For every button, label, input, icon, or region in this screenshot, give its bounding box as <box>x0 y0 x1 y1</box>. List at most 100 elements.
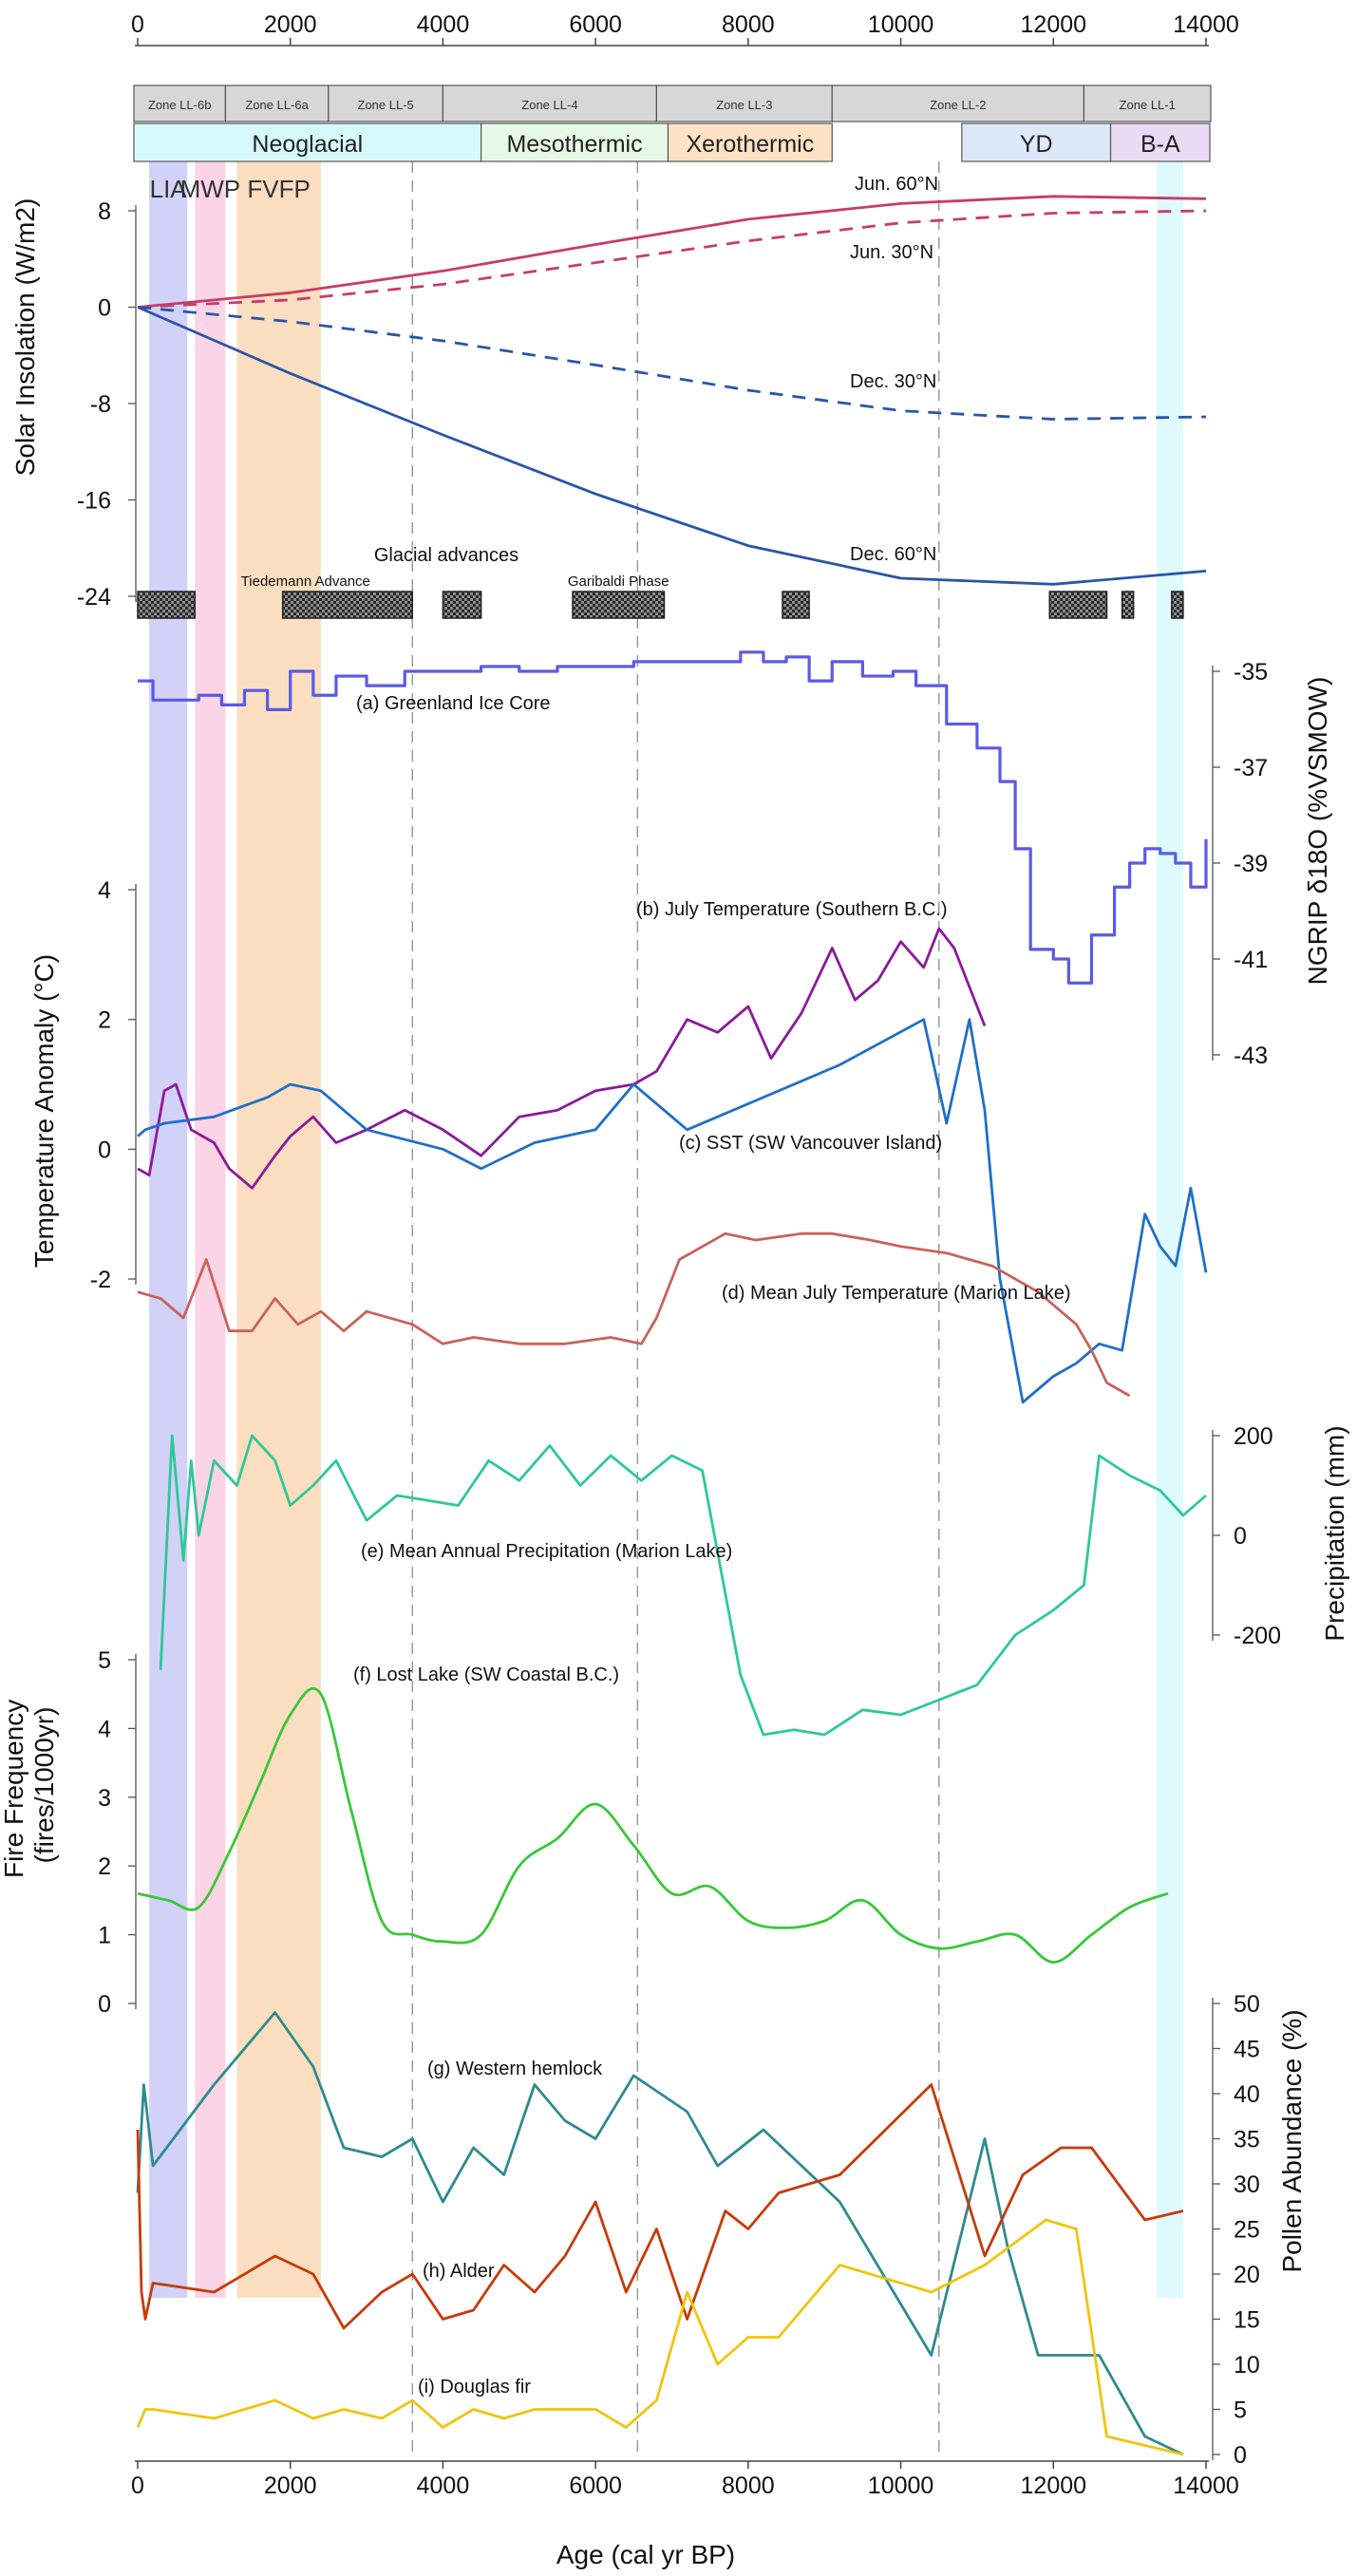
series-b-july-temperature-southern-b-c <box>137 927 987 1190</box>
x-top-tick-label-14000: 14000 <box>1173 11 1239 38</box>
zone-label-zone-ll-4: Zone LL-4 <box>521 98 577 112</box>
label-dec-30n: Dec. 30°N <box>850 371 936 392</box>
period-label-yd: YD <box>1020 131 1053 158</box>
y-tick-label-pollen-abundance-30: 30 <box>1234 2172 1260 2198</box>
pollen-zone-strip: Zone LL-6b Zone LL-6a Zone LL-5 Zone LL-4 Zo… <box>133 85 1212 122</box>
series-i-douglas-fir <box>136 2218 1184 2456</box>
zone-label-zone-ll-2: Zone LL-2 <box>930 98 986 112</box>
period-b-a <box>1109 122 1211 162</box>
y-tick-label-temperature-anomaly-2: -2 <box>90 1267 111 1293</box>
y-tick-label-f-lost-lake-sw-coastal-b-c-2: 2 <box>98 1853 111 1880</box>
zone-label-zone-ll-1: Zone LL-1 <box>1120 98 1176 112</box>
y-tick-label-pollen-abundance-45: 45 <box>1234 2037 1260 2063</box>
x-top-tick-label-12000: 12000 <box>1021 11 1087 38</box>
y-tick-label-pollen-abundance-50: 50 <box>1234 1991 1260 2018</box>
band-label-lia: LIA <box>150 175 188 203</box>
y-tick-label-temperature-anomaly-2: 2 <box>98 1007 111 1034</box>
zone-label-zone-ll-6a: Zone LL-6a <box>245 98 309 112</box>
y-tick-label-solar-insolation-8: -8 <box>90 391 111 418</box>
climate-period-strip: Neoglacial Mesothermic Xerothermic YD B-A <box>133 122 1211 162</box>
glacial-block-4 <box>782 591 810 619</box>
y-tick-label-pollen-abundance-10: 10 <box>1234 2352 1260 2379</box>
y-tick-label-a-greenland-ice-core-39: -39 <box>1234 851 1268 877</box>
label-lost-lake: (f) Lost Lake (SW Coastal B.C.) <box>353 1664 619 1685</box>
x-bottom-tick-label-8000: 8000 <box>722 2473 775 2499</box>
shaded-bands <box>149 161 1183 2298</box>
y-tick-label-pollen-abundance-15: 15 <box>1234 2307 1260 2334</box>
x-bottom-tick-label-6000: 6000 <box>569 2473 622 2499</box>
glacial-block-5 <box>1048 591 1108 619</box>
ylabel-precipitation: Precipitation (mm) <box>1320 1425 1349 1641</box>
y-tick-label-solar-insolation-8: 8 <box>98 198 111 225</box>
period-xerothermic <box>667 122 833 162</box>
ylabel-ngrip: NGRIP δ18O (%VSMOW) <box>1303 677 1332 986</box>
period-mesothermic <box>481 122 669 162</box>
x-bottom-tick-label-14000: 14000 <box>1173 2473 1239 2499</box>
band-lia <box>149 161 188 2298</box>
glacial-block-6 <box>1121 591 1135 619</box>
data-series <box>136 195 1208 2456</box>
series-dec-60-n <box>137 306 1207 586</box>
period-label-neoglacial: Neoglacial <box>252 131 363 158</box>
label-dec-60n: Dec. 60°N <box>850 544 936 565</box>
band-fvfp <box>236 161 321 2298</box>
period-yd <box>961 122 1112 162</box>
y-tick-label-temperature-anomaly-0: 0 <box>98 1137 111 1163</box>
series-jun-60-n <box>137 195 1207 309</box>
axis-titles: Solar Insolation (W/m2) NGRIP δ18O (%VSM… <box>0 198 1349 2569</box>
series-g-western-hemlock <box>136 2011 1184 2456</box>
y-tick-label-f-lost-lake-sw-coastal-b-c-1: 1 <box>98 1923 111 1949</box>
x-bottom-tick-label-12000: 12000 <box>1021 2473 1087 2499</box>
y-tick-label-a-greenland-ice-core-35: -35 <box>1234 659 1268 686</box>
x-top-tick-label-4000: 4000 <box>417 11 470 38</box>
zone-label-zone-ll-3: Zone LL-3 <box>716 98 772 112</box>
x-bottom-tick-label-0: 0 <box>131 2473 144 2499</box>
glacial-block-3 <box>572 591 666 619</box>
label-jun-60n: Jun. 60°N <box>855 174 938 195</box>
y-tick-label-e-mean-annual-precipitation-marion-lake-200: 200 <box>1234 1423 1273 1450</box>
series-a-greenland-ice-core <box>138 650 1208 985</box>
ylabel-solar-insolation: Solar Insolation (W/m2) <box>10 198 40 477</box>
label-jun-30n: Jun. 30°N <box>850 242 933 263</box>
glacial-advances-row: Glacial advances Tiedemann Advance Gariba… <box>137 545 1184 619</box>
glacial-block-2 <box>442 591 482 619</box>
y-tick-label-temperature-anomaly-4: 4 <box>98 877 111 904</box>
y-tick-label-pollen-abundance-5: 5 <box>1234 2397 1247 2424</box>
label-sst: (c) SST (SW Vancouver Island) <box>679 1133 942 1154</box>
y-tick-label-pollen-abundance-25: 25 <box>1234 2217 1260 2244</box>
glacial-label-garibaldi-phase: Garibaldi Phase <box>568 573 669 590</box>
zone-zone-ll-5 <box>328 85 444 122</box>
y-tick-label-f-lost-lake-sw-coastal-b-c-5: 5 <box>98 1647 111 1674</box>
label-western-hemlock: (g) Western hemlock <box>427 2059 603 2079</box>
dashed-gridlines <box>411 161 940 2459</box>
zone-zone-ll-2 <box>831 85 1085 122</box>
ylabel-fire-frequency: Fire Frequency (fires/1000yr) <box>0 1692 59 1878</box>
y-tick-label-f-lost-lake-sw-coastal-b-c-4: 4 <box>98 1716 111 1742</box>
glacial-label-tiedemann-advance: Tiedemann Advance <box>241 573 370 590</box>
label-mean-annual-precipitation: (e) Mean Annual Precipitation (Marion La… <box>361 1541 732 1562</box>
y-tick-label-e-mean-annual-precipitation-marion-lake-0: 0 <box>1234 1523 1247 1550</box>
label-july-temperature: (b) July Temperature (Southern B.C.) <box>636 899 948 920</box>
x-bottom-tick-label-2000: 2000 <box>264 2473 317 2499</box>
label-greenland-ice-core: (a) Greenland Ice Core <box>356 693 551 714</box>
ylabel-fire-frequency-line1: Fire Frequency <box>0 1700 28 1878</box>
glacial-block-0 <box>137 591 197 619</box>
label-mean-july-temperature: (d) Mean July Temperature (Marion Lake) <box>722 1283 1071 1304</box>
series-labels: Jun. 60°N Jun. 30°N Dec. 30°N Dec. 60°N … <box>353 174 1071 2397</box>
x-bottom-tick-label-10000: 10000 <box>868 2473 934 2499</box>
period-label-xerothermic: Xerothermic <box>686 131 814 158</box>
zone-zone-ll-1 <box>1083 85 1212 122</box>
y-tick-label-a-greenland-ice-core-41: -41 <box>1234 947 1268 973</box>
label-alder: (h) Alder <box>423 2261 495 2282</box>
glacial-block-1 <box>281 591 414 619</box>
glacial-advances-title: Glacial advances <box>374 545 518 566</box>
zone-label-zone-ll-6b: Zone LL-6b <box>148 98 212 112</box>
series-f-lost-lake-sw-coastal-b-c <box>137 1686 1169 1964</box>
x-top-tick-label-8000: 8000 <box>722 11 775 38</box>
series-e-mean-annual-precipitation <box>159 1434 1207 1737</box>
period-label-mesothermic: Mesothermic <box>506 131 642 158</box>
zone-zone-ll-6b <box>133 85 227 122</box>
